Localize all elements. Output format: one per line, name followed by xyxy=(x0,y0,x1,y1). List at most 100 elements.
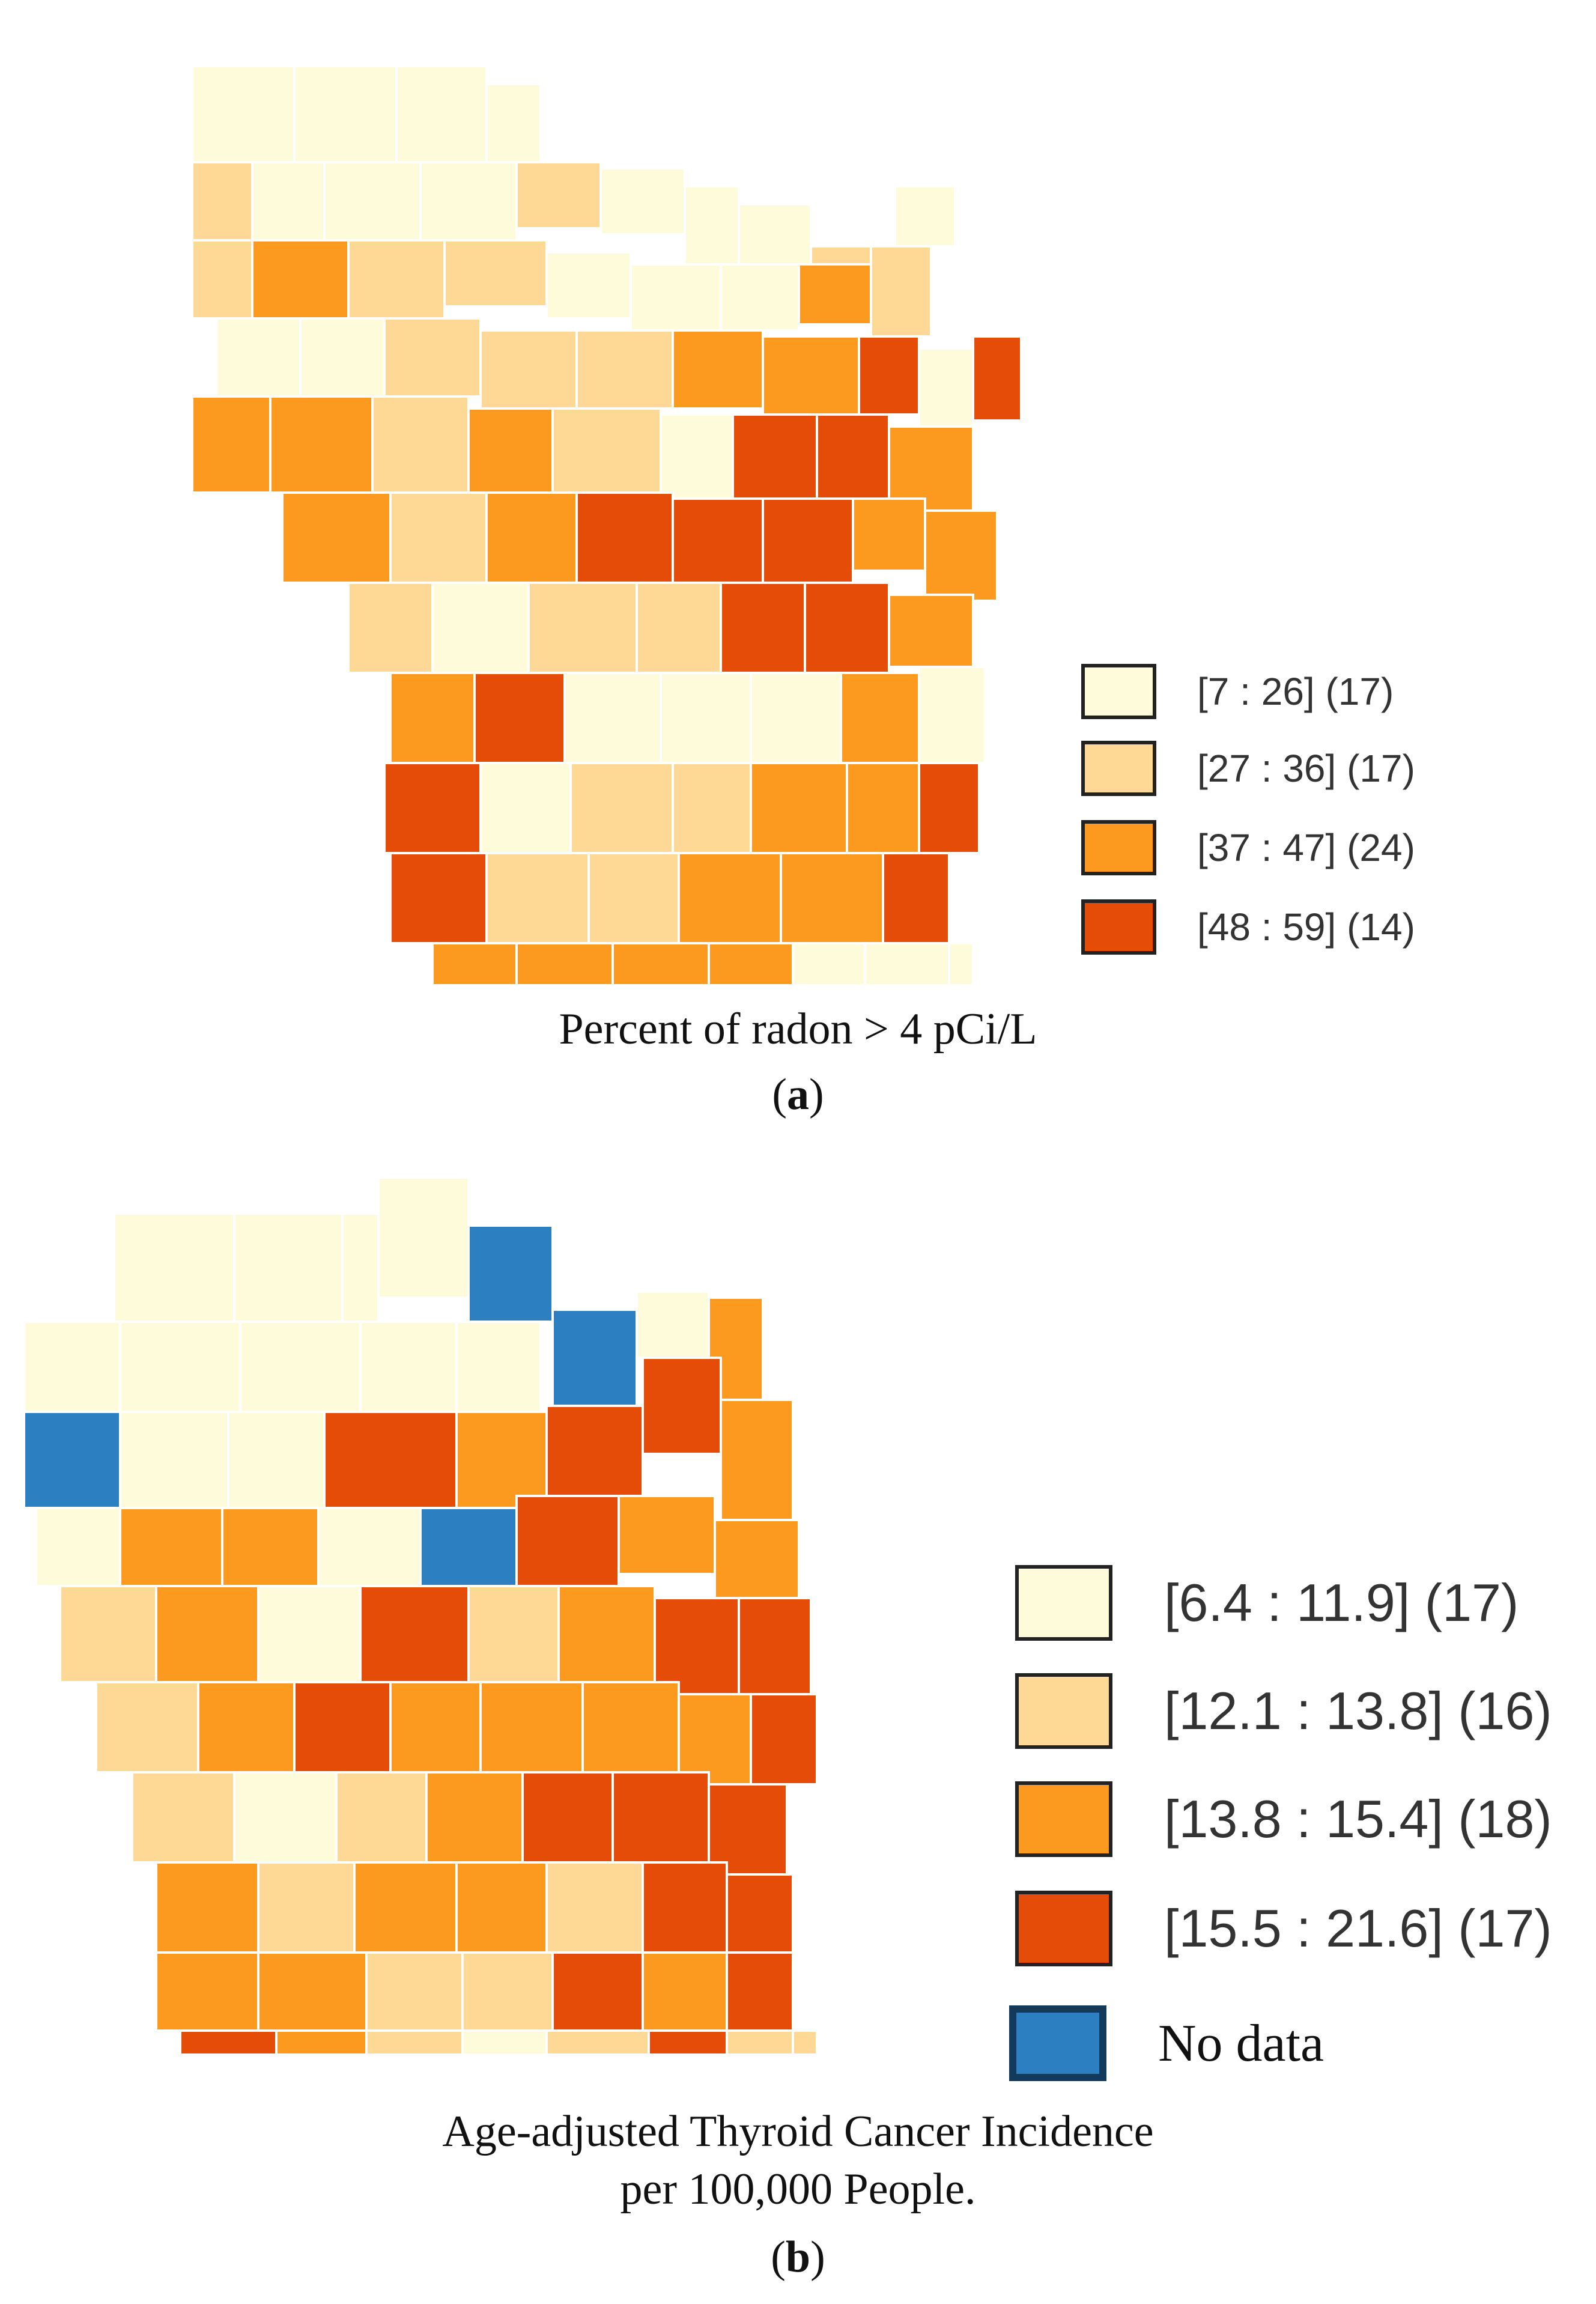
thyroid-county-40 xyxy=(389,1681,482,1774)
panel-b-label: (b) xyxy=(771,2233,825,2282)
thyroid-county-15 xyxy=(227,1411,326,1509)
thyroid-county-67 xyxy=(275,2029,368,2055)
radon-county-14 xyxy=(192,239,253,320)
thyroid-county-47 xyxy=(335,1771,428,1864)
radon-county-82 xyxy=(864,942,950,985)
radon-county-9 xyxy=(599,167,686,236)
thyroid-county-63 xyxy=(551,1951,644,2032)
radon-county-1 xyxy=(293,66,398,163)
radon-county-40 xyxy=(816,413,890,500)
panel-a-caption: Percent of radon > 4 pCi/L xyxy=(559,1005,1037,1054)
thyroid-county-68 xyxy=(365,2029,464,2055)
legend-swatch-class3 xyxy=(1081,820,1156,875)
thyroid-county-62 xyxy=(461,1951,554,2032)
thyroid-county-72 xyxy=(726,2029,794,2055)
thyroid-county-27 xyxy=(617,1495,716,1575)
radon-county-72 xyxy=(485,852,590,944)
thyroid-county-49 xyxy=(521,1771,614,1864)
radon-county-78 xyxy=(515,942,614,985)
legend-item-class3: [13.8 : 15.4] (18) xyxy=(1015,1781,1552,1857)
radon-county-7 xyxy=(419,161,518,242)
thyroid-county-45 xyxy=(131,1771,235,1864)
panel-b-letter: b xyxy=(785,2233,811,2282)
thyroid-county-14 xyxy=(119,1411,229,1509)
radon-county-28 xyxy=(672,329,764,410)
radon-county-34 xyxy=(269,395,374,494)
thyroid-county-48 xyxy=(425,1771,524,1864)
radon-county-51 xyxy=(431,582,530,674)
radon-county-62 xyxy=(840,672,920,764)
radon-county-36 xyxy=(467,407,554,494)
radon-county-8 xyxy=(515,161,602,229)
radon-county-76 xyxy=(882,852,950,944)
radon-county-13 xyxy=(894,185,956,248)
radon-county-50 xyxy=(347,582,434,674)
radon-county-29 xyxy=(762,335,860,416)
legend-label-class4: [48 : 59] (14) xyxy=(1197,905,1415,949)
radon-county-61 xyxy=(750,672,842,764)
thyroid-county-57 xyxy=(642,1861,728,1954)
radon-county-35 xyxy=(371,395,470,494)
thyroid-county-1 xyxy=(233,1212,344,1323)
radon-county-66 xyxy=(569,762,674,854)
radon-county-10 xyxy=(684,185,740,266)
thyroid-county-66 xyxy=(179,2029,278,2055)
thyroid-county-5 xyxy=(24,1321,121,1413)
legend-item-class4: [15.5 : 21.6] (17) xyxy=(1015,1891,1552,1966)
radon-county-59 xyxy=(563,672,662,764)
thyroid-county-42 xyxy=(581,1681,680,1774)
thyroid-county-61 xyxy=(365,1951,464,2032)
thyroid-county-60 xyxy=(257,1951,368,2032)
radon-county-75 xyxy=(780,852,884,944)
thyroid-county-59 xyxy=(155,1951,259,2032)
thyroid-county-20 xyxy=(720,1399,794,1521)
thyroid-county-36 xyxy=(738,1597,812,1695)
radon-county-58 xyxy=(473,672,566,764)
radon-county-81 xyxy=(792,942,866,985)
thyroid-county-37 xyxy=(95,1681,199,1774)
radon-county-42 xyxy=(281,491,392,584)
radon-county-77 xyxy=(431,942,518,985)
thyroid-county-0 xyxy=(113,1212,235,1323)
thyroid-county-9 xyxy=(455,1321,542,1413)
radon-county-56 xyxy=(888,594,974,668)
thyroid-county-73 xyxy=(792,2029,818,2055)
radon-county-19 xyxy=(630,263,722,332)
radon-county-79 xyxy=(611,942,710,985)
radon-county-33 xyxy=(192,395,272,494)
radon-county-70 xyxy=(918,762,980,854)
legend-swatch-class2 xyxy=(1015,1673,1112,1749)
panel-b-caption-line1: Age-adjusted Thyroid Cancer Incidence xyxy=(442,2107,1154,2156)
thyroid-cancer-choropleth-map xyxy=(24,1178,818,2055)
radon-county-54 xyxy=(720,582,806,674)
radon-county-39 xyxy=(732,413,818,500)
legend-swatch-class4 xyxy=(1015,1891,1112,1966)
legend-item-class2: [12.1 : 13.8] (16) xyxy=(1015,1673,1552,1749)
legend-label-class4: [15.5 : 21.6] (17) xyxy=(1164,1898,1552,1958)
radon-county-4 xyxy=(192,161,253,242)
radon-county-52 xyxy=(527,582,638,674)
thyroid-county-44 xyxy=(750,1693,818,1786)
radon-county-74 xyxy=(678,852,782,944)
thyroid-county-32 xyxy=(359,1585,470,1683)
radon-county-15 xyxy=(251,239,350,320)
thyroid-county-65 xyxy=(726,1951,794,2032)
radon-county-57 xyxy=(389,672,476,764)
thyroid-county-34 xyxy=(557,1585,656,1683)
thyroid-county-16 xyxy=(323,1411,458,1509)
thyroid-county-19 xyxy=(642,1357,722,1455)
legend-item-class2: [27 : 36] (17) xyxy=(1081,741,1415,796)
thyroid-county-64 xyxy=(642,1951,728,2032)
thyroid-county-31 xyxy=(257,1585,362,1683)
legend-label-class1: [6.4 : 11.9] (17) xyxy=(1164,1573,1519,1632)
radon-choropleth-map xyxy=(192,66,1022,985)
radon-county-83 xyxy=(948,942,974,985)
thyroid-county-51 xyxy=(708,1783,788,1876)
radon-county-22 xyxy=(870,245,932,338)
thyroid-county-46 xyxy=(233,1771,338,1864)
radon-county-17 xyxy=(443,239,548,308)
thyroid-county-69 xyxy=(461,2029,548,2055)
radon-county-32 xyxy=(972,335,1022,422)
panel-b-caption: Age-adjusted Thyroid Cancer Incidence pe… xyxy=(0,2103,1596,2218)
thyroid-county-8 xyxy=(359,1321,458,1413)
